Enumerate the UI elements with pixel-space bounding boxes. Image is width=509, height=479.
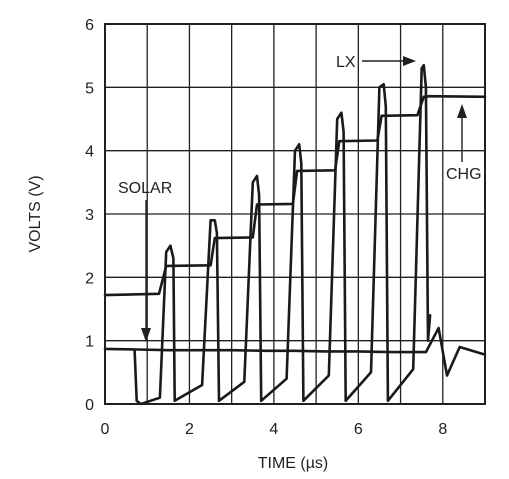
- annotation-solar: SOLAR: [118, 180, 172, 197]
- y-tick-label: 1: [85, 334, 94, 351]
- arrow-lx-head: [403, 56, 416, 66]
- arrow-solar-head: [141, 328, 151, 342]
- annotation-lx: LX: [336, 54, 356, 71]
- plot-frame: [104, 23, 486, 405]
- y-tick-label: 0: [85, 397, 94, 414]
- annotation-chg: CHG: [446, 166, 482, 183]
- x-axis-label: TIME (µs): [258, 455, 329, 472]
- x-tick-label: 4: [269, 421, 278, 438]
- x-tick-label: 0: [101, 421, 110, 438]
- y-tick-label: 3: [85, 207, 94, 224]
- arrow-chg-head: [457, 104, 467, 118]
- tick-labels: 0 2 4 6 8 0 1 2 3 4 5 6: [85, 17, 447, 438]
- annotation-arrows: [141, 56, 467, 342]
- y-axis-label: VOLTS (V): [27, 175, 44, 252]
- y-tick-label: 2: [85, 270, 94, 287]
- y-tick-label: 6: [85, 17, 94, 34]
- traces: [103, 63, 487, 406]
- series-line-solar: [103, 326, 487, 377]
- x-tick-label: 6: [354, 421, 363, 438]
- series-line-lx: [133, 63, 432, 406]
- x-tick-label: 2: [185, 421, 194, 438]
- x-tick-label: 8: [438, 421, 447, 438]
- y-tick-label: 4: [85, 144, 94, 161]
- y-tick-label: 5: [85, 80, 94, 97]
